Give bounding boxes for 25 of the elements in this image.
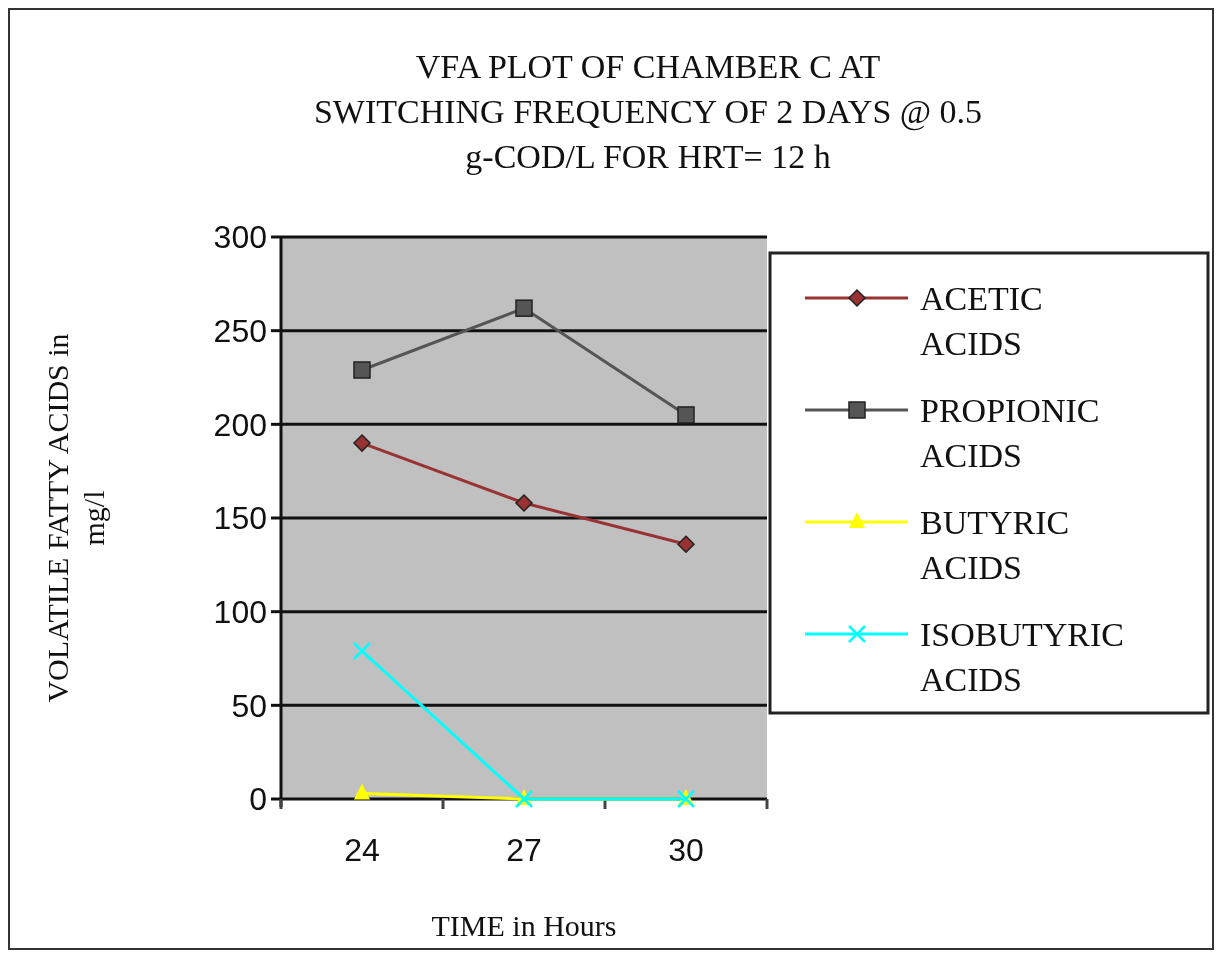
point — [352, 641, 372, 661]
point — [354, 783, 370, 800]
point — [677, 535, 695, 553]
x-tick-label: 24 — [344, 832, 380, 868]
legend-label: PROPIONIC ACIDS — [920, 392, 1100, 474]
x-axis-title: TIME in Hours — [431, 909, 617, 942]
point — [515, 494, 533, 512]
y-axis-title: VOLATILE FATTY ACIDS in mg/l — [41, 333, 110, 703]
legend-label: ISOBUTYRIC ACIDS — [920, 616, 1125, 698]
y-tick-label: 150 — [213, 500, 267, 537]
y-tick-label: 100 — [213, 593, 267, 630]
y-tick-label: 50 — [231, 687, 267, 724]
y-tick-label: 0 — [249, 781, 267, 818]
x-tick-label: 27 — [506, 832, 542, 868]
chart-title: VFA PLOT OF CHAMBER C AT SWITCHING FREQUENCY OF 2 DAYS @ 0.5 g-COD/L FOR HRT= 12 h — [313, 48, 983, 175]
y-tick-label: 200 — [213, 406, 267, 443]
point — [515, 299, 533, 317]
point — [353, 434, 371, 452]
x-tick-label: 30 — [668, 832, 704, 868]
y-tick-label: 250 — [213, 312, 267, 349]
legend-label: BUTYRIC ACIDS — [920, 504, 1070, 586]
legend-label: ACETIC ACIDS — [920, 280, 1043, 362]
y-tick-label: 300 — [213, 219, 267, 256]
point — [353, 361, 371, 379]
point — [677, 406, 695, 424]
